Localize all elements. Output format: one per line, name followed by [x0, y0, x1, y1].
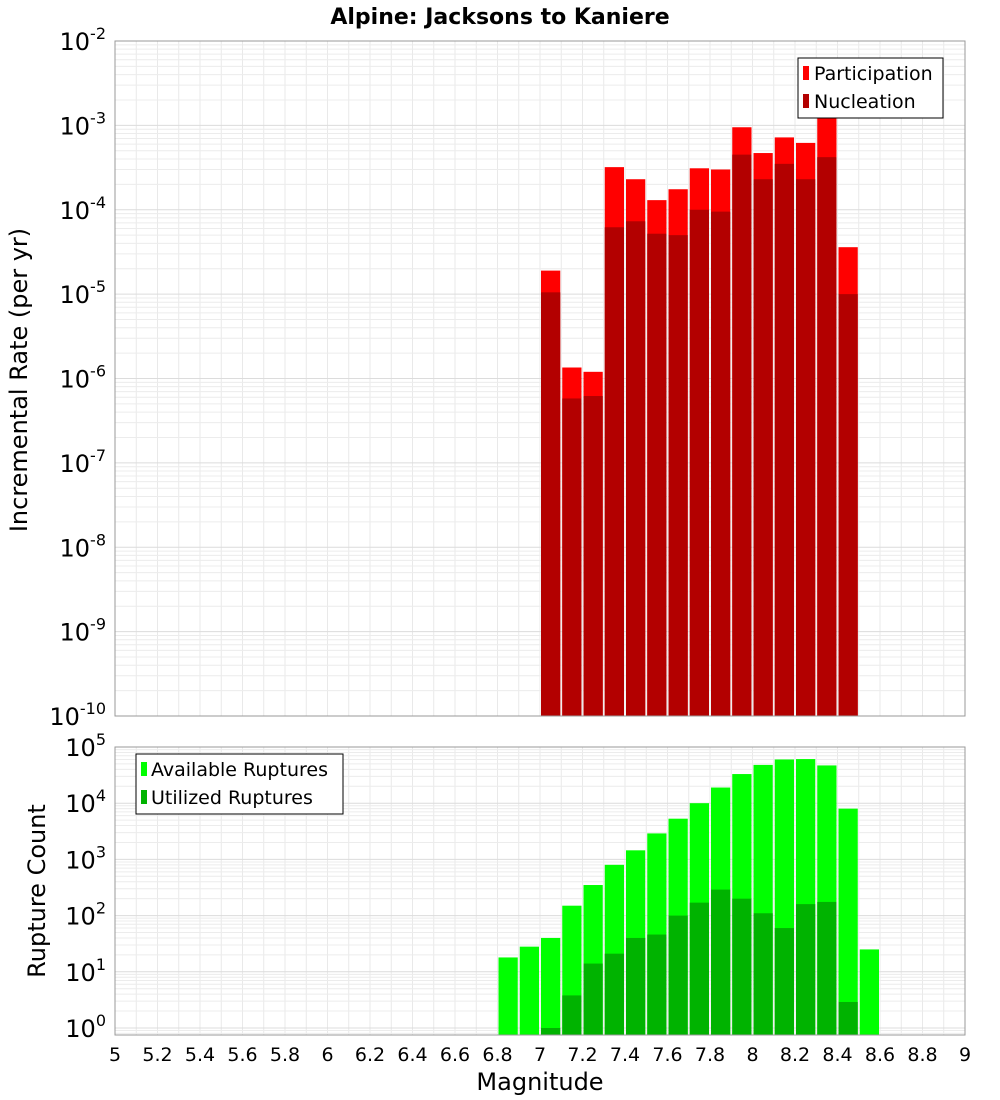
legend-swatch-nucleation — [803, 94, 809, 108]
bottom-bar-a — [838, 808, 858, 1035]
bottom-bar-b — [583, 963, 603, 1035]
x-tick-label: 8.8 — [907, 1044, 937, 1066]
x-tick-label: 7.6 — [652, 1044, 682, 1066]
x-tick-label: 7 — [534, 1044, 546, 1066]
top-y-tick-label: 10-4 — [60, 193, 107, 225]
top-y-tick-label: 10-8 — [60, 530, 107, 562]
bottom-bar-b — [668, 915, 688, 1035]
x-tick-label: 9 — [959, 1044, 971, 1066]
bottom-bar-b — [689, 902, 709, 1035]
legend-label-utilized: Utilized Ruptures — [151, 787, 313, 809]
top-plot-frame — [114, 40, 966, 717]
bottom-bar-b — [753, 913, 773, 1035]
bottom-y-tick-label: 105 — [65, 730, 106, 762]
x-tick-label: 8.6 — [865, 1044, 895, 1066]
top-gridlines — [115, 41, 965, 716]
x-axis-label: Magnitude — [476, 1068, 603, 1096]
bottom-bars — [498, 759, 879, 1035]
bottom-bar-b — [541, 1027, 561, 1035]
bottom-bar-b — [732, 898, 752, 1035]
legend-label-available: Available Ruptures — [151, 759, 328, 781]
top-bar-b — [562, 398, 582, 716]
x-tick-label: 8 — [746, 1044, 758, 1066]
bottom-bar-b — [711, 889, 731, 1035]
bottom-legend: Available Ruptures Utilized Ruptures — [135, 753, 344, 815]
top-bar-b — [626, 221, 646, 716]
x-tick-label: 8.4 — [822, 1044, 852, 1066]
x-tick-label: 6.2 — [355, 1044, 385, 1066]
x-tick-label: 6 — [321, 1044, 333, 1066]
top-bar-b — [604, 227, 624, 716]
top-legend-box — [797, 57, 944, 119]
bottom-bar-a — [498, 957, 518, 1035]
top-y-tick-label: 10-9 — [60, 615, 107, 647]
top-bar-b — [689, 209, 709, 716]
bottom-bar-b — [562, 995, 582, 1035]
top-y-tick-label: 10-2 — [60, 24, 107, 56]
bottom-bar-a — [519, 946, 539, 1035]
x-tick-label: 7.2 — [567, 1044, 597, 1066]
bottom-y-axis-label: Rupture Count — [23, 804, 51, 978]
bottom-bar-b — [604, 953, 624, 1035]
top-y-axis-label: Incremental Rate (per yr) — [5, 228, 33, 532]
top-legend: Participation Nucleation — [797, 57, 944, 119]
x-tick-label: 7.4 — [610, 1044, 640, 1066]
top-y-tick-label: 10-6 — [60, 362, 107, 394]
bottom-bar-a — [541, 937, 561, 1035]
top-y-tick-label: 10-5 — [60, 277, 107, 309]
bottom-y-tick-label: 102 — [65, 899, 106, 931]
x-tick-label: 5.2 — [142, 1044, 172, 1066]
top-bars — [541, 117, 858, 717]
x-tick-label: 6.4 — [397, 1044, 427, 1066]
top-bar-b — [711, 211, 731, 716]
top-bar-b — [817, 157, 837, 717]
x-tick-label: 7.8 — [695, 1044, 725, 1066]
top-bar-b — [796, 179, 816, 716]
bottom-y-tick-label: 100 — [65, 1011, 106, 1043]
top-y-tick-label: 10-3 — [60, 108, 107, 140]
legend-swatch-available — [141, 762, 147, 776]
bottom-legend-box — [135, 753, 344, 815]
bottom-bar-b — [647, 934, 667, 1035]
legend-swatch-utilized — [141, 790, 147, 804]
legend-label-nucleation: Nucleation — [814, 91, 916, 113]
bottom-bar-b — [838, 1001, 858, 1035]
bottom-bar-b — [817, 901, 837, 1035]
x-tick-label: 6.8 — [482, 1044, 512, 1066]
top-bar-b — [753, 179, 773, 716]
x-tick-label: 8.2 — [780, 1044, 810, 1066]
x-tick-label: 5.8 — [270, 1044, 300, 1066]
top-y-tick-label: 10-10 — [49, 699, 106, 731]
top-bar-b — [668, 235, 688, 716]
bottom-plot-frame — [114, 746, 966, 1036]
bottom-bar-b — [626, 937, 646, 1035]
top-bar-b — [838, 294, 858, 716]
top-bar-b — [732, 154, 752, 716]
x-tick-label: 6.6 — [440, 1044, 470, 1066]
top-bar-b — [774, 163, 794, 717]
top-y-tick-labels: 10-10 10-9 10-8 10-7 10-6 10-5 10-4 10-3 10-2 — [49, 24, 106, 731]
bottom-bar-a — [859, 949, 879, 1035]
legend-swatch-participation — [803, 66, 809, 80]
top-panel: 10-10 10-9 10-8 10-7 10-6 10-5 10-4 10-3 10-2 In… — [5, 24, 966, 731]
top-y-tick-label: 10-7 — [60, 446, 107, 478]
bottom-y-tick-label: 103 — [65, 842, 106, 874]
x-tick-label: 5.6 — [227, 1044, 257, 1066]
legend-label-participation: Participation — [814, 63, 933, 85]
chart-title: Alpine: Jacksons to Kaniere — [330, 5, 669, 30]
top-bar-b — [541, 292, 561, 716]
top-bar-b — [583, 396, 603, 716]
bottom-y-tick-labels: 100 101 102 103 104 105 — [65, 730, 106, 1043]
bottom-y-tick-label: 104 — [65, 786, 106, 818]
bottom-bar-b — [796, 904, 816, 1035]
x-tick-label: 5 — [109, 1044, 121, 1066]
bottom-y-tick-label: 101 — [65, 955, 106, 987]
top-bar-b — [647, 233, 667, 716]
x-tick-label: 5.4 — [185, 1044, 215, 1066]
x-tick-labels: 5 5.2 5.4 5.6 5.8 6 6.2 6.4 6.6 6.8 7 7.2 7.4 7.6 7.8 8… — [109, 1044, 971, 1066]
bottom-panel: 100 101 102 103 104 105 5 5.2 5.4 5.6 5.8 6 6.2 6.4 6… — [23, 730, 971, 1096]
bottom-bar-b — [774, 928, 794, 1035]
